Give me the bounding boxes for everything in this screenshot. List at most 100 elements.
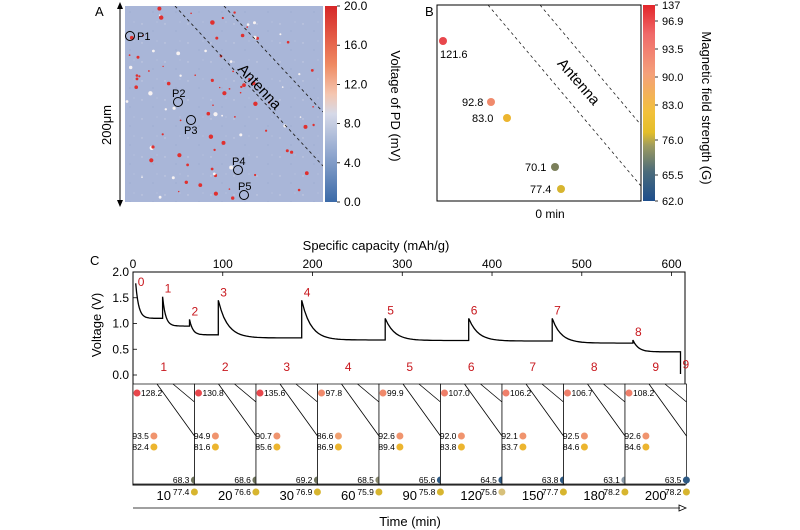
hotspot bbox=[283, 124, 287, 128]
snapshot-dot bbox=[502, 389, 510, 397]
voltage-tick-label: 8.0 bbox=[344, 117, 361, 131]
snapshot-index: 6 bbox=[468, 360, 475, 374]
snapshot-dot bbox=[436, 488, 444, 496]
pulse-label: 0 bbox=[138, 275, 145, 289]
pulse-label: 9 bbox=[683, 357, 690, 371]
snapshot-dot bbox=[457, 443, 465, 451]
snapshot-value: 65.6 bbox=[419, 475, 436, 485]
field-point-value: 70.1 bbox=[525, 162, 546, 174]
snapshot-value: 77.4 bbox=[173, 487, 190, 497]
hotspot bbox=[210, 167, 214, 171]
field-points: 121.6 92.8 83.0 70.1 77.4 bbox=[439, 37, 565, 196]
probe-label-p3: P3 bbox=[184, 125, 197, 137]
snapshot-dot bbox=[211, 443, 219, 451]
antenna-edge bbox=[664, 383, 687, 403]
snapshot-panel: 97.8 86.686.9 68.5 75.9 bbox=[317, 383, 383, 497]
hotspot bbox=[148, 91, 153, 96]
capacity-tick-label: 200 bbox=[302, 257, 322, 271]
snapshot-value: 97.8 bbox=[326, 388, 343, 398]
hotspot bbox=[303, 124, 308, 129]
snapshot-panel: 108.2 92.684.6 63.5 78.2 bbox=[624, 383, 690, 497]
voltage-tick-label: 20.0 bbox=[344, 0, 368, 13]
hotspot bbox=[135, 74, 139, 77]
scale-bar-label: 200μm bbox=[99, 105, 114, 145]
antenna-edge bbox=[418, 383, 441, 403]
snapshot-frame bbox=[563, 383, 626, 485]
hotspot bbox=[171, 176, 175, 180]
field-point bbox=[439, 37, 447, 45]
snapshot-dot bbox=[642, 443, 650, 451]
hotspot bbox=[219, 86, 221, 89]
plot-frame bbox=[132, 271, 686, 486]
time-axis-title: Time (min) bbox=[379, 514, 441, 529]
hotspot bbox=[148, 70, 150, 72]
snapshot-dot bbox=[190, 488, 198, 496]
hotspot bbox=[228, 88, 231, 90]
snapshot-index: 1 bbox=[160, 360, 167, 374]
field-point bbox=[551, 163, 559, 171]
snapshot-panel: 106.7 92.584.6 63.1 78.2 bbox=[563, 383, 629, 497]
hotspot bbox=[221, 16, 224, 20]
snapshot-value: 92.6 bbox=[624, 431, 641, 441]
time-label: 180 bbox=[583, 488, 605, 503]
capacity-tick-label: 0 bbox=[130, 257, 137, 271]
hotspot bbox=[179, 74, 182, 77]
hotspot bbox=[246, 26, 248, 28]
snapshot-value: 83.8 bbox=[440, 442, 457, 452]
hotspot bbox=[186, 163, 190, 167]
hotspot bbox=[239, 91, 242, 94]
snapshot-dot bbox=[498, 488, 506, 496]
time-label: 60 bbox=[341, 488, 355, 503]
capacity-tick-label: 600 bbox=[662, 257, 682, 271]
panel-a-letter: A bbox=[95, 4, 104, 19]
field-map-time: 0 min bbox=[535, 207, 564, 221]
snapshot-dot bbox=[580, 443, 588, 451]
field-tick-label: 62.0 bbox=[662, 196, 683, 208]
snapshot-index: 2 bbox=[222, 360, 229, 374]
antenna-edge bbox=[648, 383, 687, 437]
antenna-edge bbox=[172, 383, 195, 403]
hotspot bbox=[239, 133, 243, 137]
voltage-axis-ticks: 0.0 0.5 1.0 1.5 2.0 bbox=[112, 265, 137, 382]
probe-point-p2 bbox=[173, 97, 183, 107]
hotspot bbox=[149, 158, 154, 163]
antenna-edge bbox=[541, 383, 564, 403]
hotspot bbox=[281, 86, 284, 88]
snapshot-panel: 130.8 94.981.6 68.6 76.6 bbox=[194, 383, 260, 497]
voltage-tick-label: 4.0 bbox=[344, 156, 361, 170]
hotspot bbox=[194, 74, 196, 76]
hotspot bbox=[178, 190, 180, 193]
hotspot bbox=[141, 176, 143, 178]
snapshot-dot bbox=[642, 432, 650, 440]
snapshot-value: 78.2 bbox=[603, 487, 620, 497]
snapshot-value: 92.5 bbox=[563, 431, 580, 441]
snapshot-value: 90.7 bbox=[255, 431, 272, 441]
snapshot-frame bbox=[440, 383, 503, 485]
field-map-antenna bbox=[487, 5, 641, 187]
time-label: 150 bbox=[522, 488, 544, 503]
hotspot bbox=[298, 73, 301, 76]
hotspot bbox=[179, 119, 182, 122]
snapshot-value: 106.2 bbox=[510, 388, 532, 398]
snapshot-value: 86.6 bbox=[317, 431, 334, 441]
antenna-edge bbox=[402, 383, 441, 437]
hotspot bbox=[231, 196, 235, 200]
antenna-edge bbox=[357, 383, 380, 403]
hotspot bbox=[166, 81, 171, 86]
snapshot-value: 83.7 bbox=[501, 442, 518, 452]
snapshot-value: 107.0 bbox=[449, 388, 471, 398]
snapshot-panel: 128.2 93.582.4 68.3 77.4 bbox=[132, 383, 198, 497]
snapshot-value: 130.8 bbox=[203, 388, 225, 398]
hotspot bbox=[138, 75, 141, 78]
snapshot-value: 108.2 bbox=[633, 388, 655, 398]
probe-point-p4 bbox=[233, 165, 243, 175]
capacity-tick-label: 100 bbox=[213, 257, 233, 271]
antenna-edge bbox=[234, 383, 257, 403]
snapshot-value: 106.7 bbox=[572, 388, 594, 398]
snapshot-value: 135.6 bbox=[264, 388, 286, 398]
hotspot bbox=[290, 150, 294, 154]
snapshot-frame bbox=[317, 383, 380, 485]
voltage-tick-label: 12.0 bbox=[344, 77, 368, 91]
field-point-value: 121.6 bbox=[440, 49, 468, 61]
